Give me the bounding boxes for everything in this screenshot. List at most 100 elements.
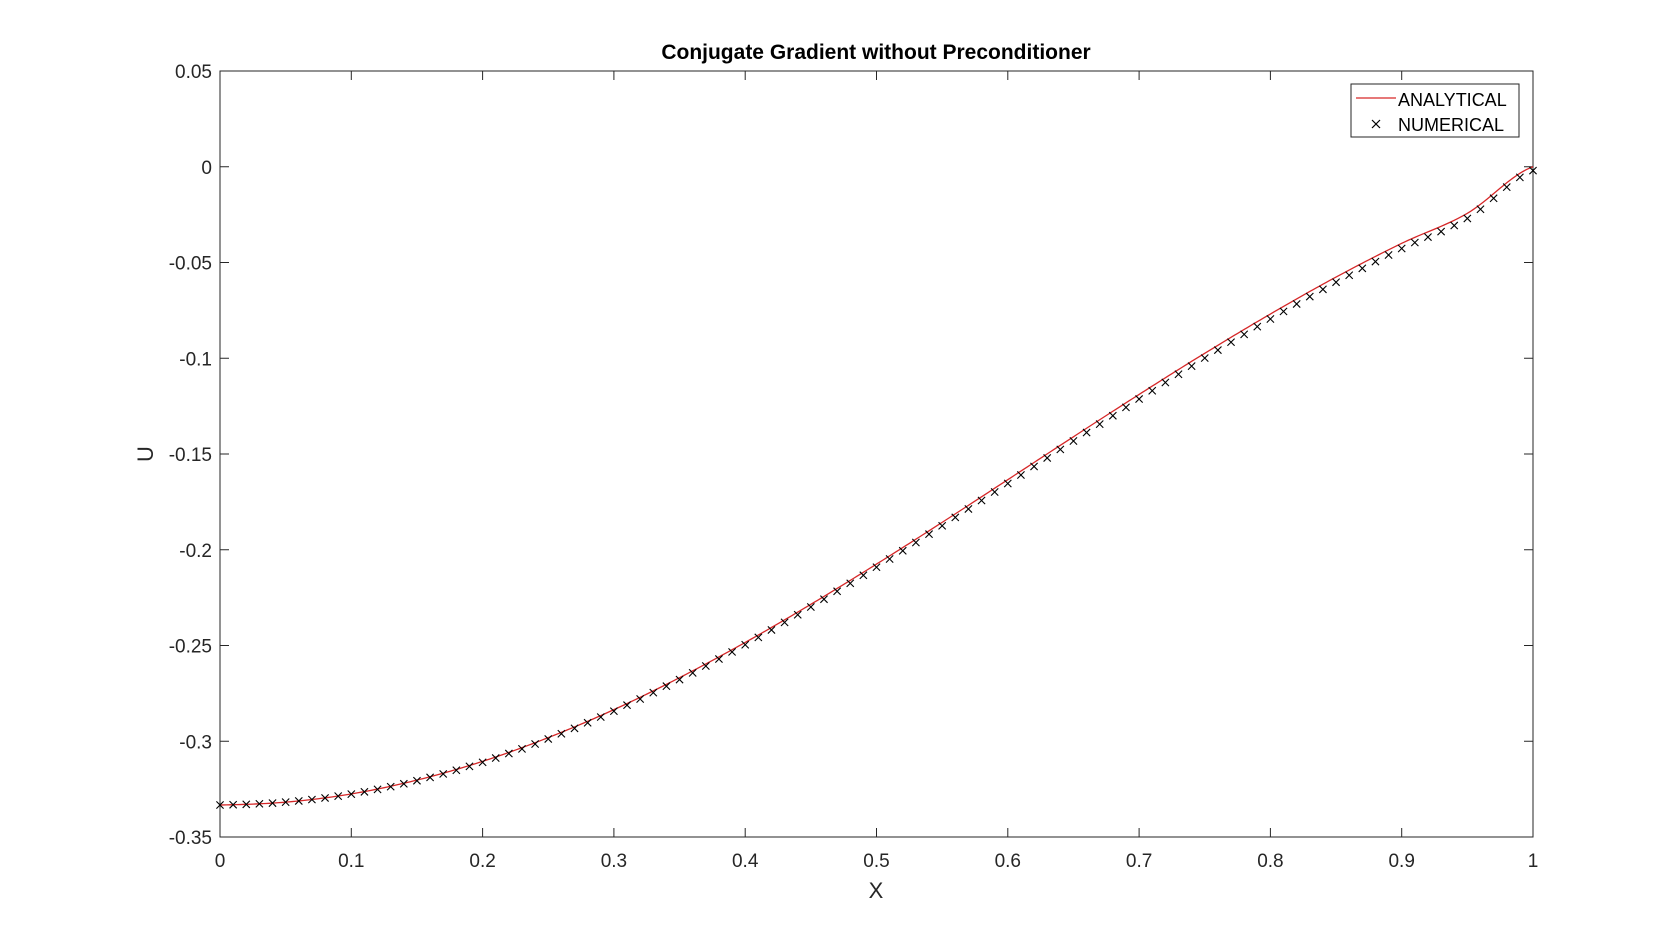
numerical-point xyxy=(872,563,881,572)
numerical-point xyxy=(1095,420,1104,429)
numerical-point xyxy=(1016,471,1025,479)
numerical-point xyxy=(557,729,566,738)
numerical-point xyxy=(623,701,632,710)
numerical-point xyxy=(754,633,763,642)
numerical-point xyxy=(307,795,316,804)
numerical-point xyxy=(780,618,789,627)
numerical-point xyxy=(334,792,343,801)
x-axis-label: X xyxy=(869,878,884,903)
x-tick-label: 1 xyxy=(1528,851,1539,872)
plot-series xyxy=(216,166,1537,810)
numerical-point xyxy=(1476,205,1485,214)
numerical-point xyxy=(583,718,592,727)
numerical-point xyxy=(767,625,776,634)
numerical-point xyxy=(1292,299,1301,308)
numerical-point xyxy=(1121,403,1130,412)
numerical-point xyxy=(1358,264,1367,273)
x-tick-label: 0.1 xyxy=(338,851,364,872)
numerical-point xyxy=(925,530,934,539)
legend-analytical-label: ANALYTICAL xyxy=(1398,90,1507,110)
numerical-point xyxy=(281,798,290,807)
numerical-point xyxy=(741,640,750,649)
numerical-point xyxy=(347,790,356,799)
numerical-point xyxy=(977,496,986,505)
numerical-point xyxy=(478,758,487,767)
numerical-point xyxy=(1148,386,1157,395)
numerical-point xyxy=(636,694,645,703)
numerical-point xyxy=(1161,378,1170,387)
numerical-point xyxy=(1240,330,1249,339)
numerical-point xyxy=(1082,428,1091,437)
y-tick-label: -0.1 xyxy=(179,349,212,370)
series-numerical-markers xyxy=(216,166,1537,810)
numerical-point xyxy=(1227,338,1235,347)
numerical-point xyxy=(688,668,697,677)
numerical-point xyxy=(1463,214,1472,223)
numerical-point xyxy=(268,799,277,808)
numerical-point xyxy=(242,800,251,809)
numerical-point xyxy=(399,779,408,788)
axis-tick-labels: 0 0.1 0.2 0.3 0.4 0.5 0.6 0.7 0.8 0.9 1 -0.35 -0.3 -0… xyxy=(169,62,1539,872)
plot-area xyxy=(219,70,1534,838)
y-tick-label: 0.05 xyxy=(175,62,212,83)
numerical-point xyxy=(1043,453,1052,462)
numerical-point xyxy=(714,655,723,664)
numerical-point xyxy=(452,766,461,775)
numerical-point xyxy=(675,675,684,684)
numerical-point xyxy=(1410,238,1419,247)
numerical-point xyxy=(1502,183,1511,192)
numerical-point xyxy=(1056,445,1065,454)
numerical-point xyxy=(1266,315,1275,323)
numerical-point xyxy=(846,579,855,588)
numerical-point xyxy=(951,513,960,522)
numerical-point xyxy=(1332,278,1341,287)
numerical-point xyxy=(255,799,264,808)
numerical-point xyxy=(1030,462,1039,471)
numerical-point xyxy=(911,538,920,547)
numerical-point xyxy=(412,776,421,785)
x-tick-label: 0 xyxy=(215,851,226,872)
numerical-point xyxy=(360,787,369,796)
numerical-point xyxy=(531,739,540,748)
numerical-point xyxy=(1371,257,1380,266)
x-tick-label: 0.5 xyxy=(863,851,889,872)
numerical-point xyxy=(938,521,947,530)
numerical-point xyxy=(1450,221,1459,230)
numerical-point xyxy=(1174,370,1183,379)
numerical-point xyxy=(819,595,828,604)
legend-numerical-swatch xyxy=(1371,119,1381,129)
numerical-point xyxy=(1423,233,1432,242)
numerical-point xyxy=(1069,436,1078,445)
numerical-point xyxy=(373,785,382,794)
y-tick-label: -0.05 xyxy=(169,254,212,275)
numerical-point xyxy=(504,749,513,758)
numerical-point xyxy=(859,571,868,580)
numerical-point xyxy=(294,796,303,805)
numerical-point xyxy=(1529,166,1537,175)
numerical-point xyxy=(1489,194,1498,203)
numerical-point xyxy=(1108,411,1117,420)
numerical-point xyxy=(609,707,618,716)
numerical-point xyxy=(596,713,605,722)
x-tick-label: 0.8 xyxy=(1257,851,1283,872)
x-tick-label: 0.3 xyxy=(601,851,627,872)
y-tick-label: -0.25 xyxy=(169,637,212,658)
numerical-point xyxy=(793,610,802,619)
numerical-point xyxy=(1253,322,1262,331)
x-tick-label: 0.2 xyxy=(469,851,495,872)
numerical-point xyxy=(1003,479,1012,488)
numerical-point xyxy=(1384,250,1393,259)
numerical-point xyxy=(426,773,435,782)
numerical-point xyxy=(990,487,999,496)
legend-box xyxy=(1350,83,1520,138)
numerical-point xyxy=(1305,292,1314,301)
numerical-point xyxy=(1515,173,1524,182)
numerical-point xyxy=(1437,227,1446,236)
y-tick-label: -0.3 xyxy=(179,732,212,753)
numerical-point xyxy=(1345,271,1354,280)
numerical-point xyxy=(570,724,579,733)
numerical-point xyxy=(701,662,710,671)
numerical-point xyxy=(1279,307,1288,316)
numerical-point xyxy=(386,782,395,791)
numerical-point xyxy=(1213,346,1222,355)
